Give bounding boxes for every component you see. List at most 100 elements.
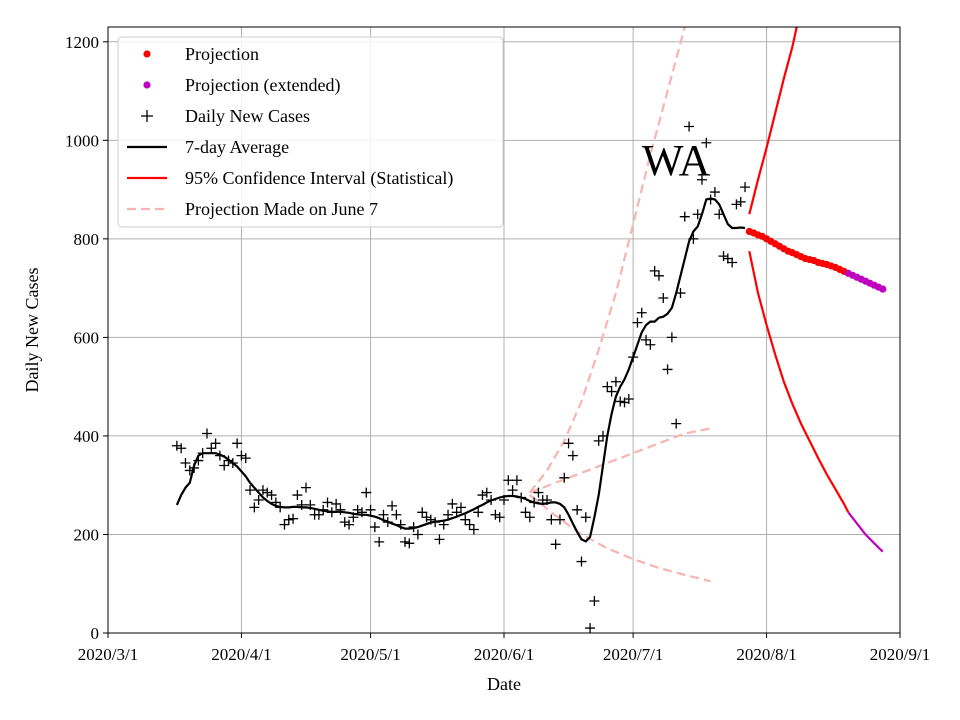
daily-case-marker bbox=[193, 455, 204, 466]
daily-case-marker bbox=[451, 507, 462, 518]
daily-case-marker bbox=[202, 428, 212, 439]
daily-case-marker bbox=[223, 455, 234, 466]
daily-case-marker bbox=[382, 517, 393, 528]
daily-case-marker bbox=[443, 509, 454, 520]
daily-case-marker bbox=[468, 524, 479, 535]
daily-case-marker bbox=[576, 556, 587, 567]
daily-case-marker bbox=[602, 381, 613, 392]
daily-case-marker bbox=[210, 438, 221, 449]
daily-case-marker bbox=[430, 517, 441, 528]
daily-case-marker bbox=[344, 519, 355, 530]
daily-case-marker bbox=[533, 487, 544, 498]
daily-case-marker bbox=[507, 485, 518, 496]
daily-case-marker bbox=[352, 504, 363, 515]
daily-case-marker bbox=[421, 512, 432, 523]
daily-case-marker bbox=[391, 509, 402, 520]
legend-entry: 95% Confidence Interval (Statistical) bbox=[127, 168, 453, 189]
legend-label: Projection Made on June 7 bbox=[185, 199, 378, 219]
june7-projection-line bbox=[529, 427, 711, 494]
daily-case-marker bbox=[481, 487, 492, 498]
daily-case-marker bbox=[279, 519, 290, 530]
y-tick-label: 400 bbox=[74, 427, 100, 446]
legend-frame bbox=[117, 36, 504, 228]
daily-case-marker bbox=[434, 534, 445, 545]
daily-case-marker bbox=[232, 438, 243, 449]
daily-case-marker bbox=[567, 450, 578, 461]
x-tick-label: 2020/5/1 bbox=[340, 645, 400, 664]
daily-case-marker bbox=[400, 536, 410, 547]
daily-case-marker bbox=[257, 485, 268, 496]
legend-label: 7-day Average bbox=[185, 137, 289, 157]
daily-case-marker bbox=[524, 512, 535, 523]
axis-ticks: 2020/3/1 2020/4/1 2020/5/1 2020/6/1 2020/7/1… bbox=[65, 33, 930, 664]
daily-case-marker bbox=[658, 292, 669, 303]
y-tick-label: 0 bbox=[91, 624, 100, 643]
daily-case-marker bbox=[503, 475, 514, 486]
daily-case-marker bbox=[735, 196, 746, 207]
daily-case-marker bbox=[516, 492, 527, 503]
june7-projection-line bbox=[529, 494, 711, 583]
legend-entry: Projection (extended) bbox=[143, 75, 340, 96]
y-tick-label: 200 bbox=[74, 525, 100, 544]
legend-label: Projection (extended) bbox=[185, 75, 340, 96]
daily-case-marker bbox=[477, 490, 488, 501]
daily-case-marker bbox=[615, 396, 626, 407]
june7-projection-line bbox=[528, 27, 686, 494]
daily-case-marker bbox=[705, 194, 716, 205]
legend-label: 95% Confidence Interval (Statistical) bbox=[185, 168, 453, 189]
daily-case-marker bbox=[554, 514, 565, 525]
daily-case-marker bbox=[425, 514, 436, 525]
daily-case-marker bbox=[486, 494, 497, 505]
daily-case-marker bbox=[692, 209, 703, 220]
daily-case-marker bbox=[197, 448, 208, 459]
legend-entry: 7-day Average bbox=[127, 137, 289, 157]
ci-lower-extended-line bbox=[847, 511, 884, 553]
daily-case-marker bbox=[490, 509, 501, 520]
daily-case-marker bbox=[645, 339, 656, 350]
daily-case-marker bbox=[335, 504, 346, 515]
daily-case-marker bbox=[374, 536, 385, 547]
daily-case-marker bbox=[701, 137, 712, 148]
daily-case-marker bbox=[709, 187, 720, 198]
x-tick-label: 2020/4/1 bbox=[211, 645, 271, 664]
legend-entry: Projection Made on June 7 bbox=[127, 199, 378, 219]
daily-case-marker bbox=[718, 251, 729, 262]
daily-case-marker bbox=[520, 507, 531, 518]
seven-day-average-line bbox=[175, 197, 746, 543]
daily-case-marker bbox=[641, 334, 652, 345]
daily-case-marker bbox=[288, 513, 299, 524]
daily-case-marker bbox=[318, 504, 329, 515]
daily-case-marker bbox=[361, 487, 372, 498]
daily-case-marker bbox=[408, 522, 419, 533]
daily-case-marker bbox=[572, 504, 583, 515]
daily-case-marker bbox=[438, 519, 449, 530]
daily-case-marker bbox=[529, 497, 540, 508]
daily-case-marker bbox=[296, 499, 307, 510]
daily-case-marker bbox=[331, 498, 342, 509]
daily-case-marker bbox=[301, 482, 311, 493]
daily-case-marker bbox=[180, 458, 191, 469]
daily-case-marker bbox=[171, 440, 182, 451]
x-tick-label: 2020/7/1 bbox=[603, 645, 663, 664]
legend-label: Daily New Cases bbox=[185, 106, 310, 126]
y-tick-label: 600 bbox=[74, 328, 100, 347]
daily-case-marker bbox=[550, 539, 561, 550]
y-tick-label: 1200 bbox=[65, 33, 99, 52]
daily-case-marker bbox=[283, 514, 294, 525]
daily-case-marker bbox=[494, 512, 505, 523]
ci-upper-line bbox=[748, 27, 798, 215]
daily-case-marker bbox=[326, 507, 337, 518]
daily-case-marker bbox=[671, 418, 682, 429]
daily-case-marker bbox=[365, 504, 376, 515]
daily-case-marker bbox=[176, 443, 187, 454]
daily-case-marker bbox=[473, 507, 484, 518]
daily-case-marker bbox=[610, 376, 621, 387]
legend-dot-swatch bbox=[143, 81, 151, 89]
daily-case-marker bbox=[219, 460, 230, 471]
daily-case-marker bbox=[189, 462, 200, 473]
daily-case-marker bbox=[313, 509, 324, 520]
daily-case-marker bbox=[636, 307, 647, 318]
daily-case-marker bbox=[184, 465, 195, 476]
daily-case-marker bbox=[464, 519, 475, 530]
